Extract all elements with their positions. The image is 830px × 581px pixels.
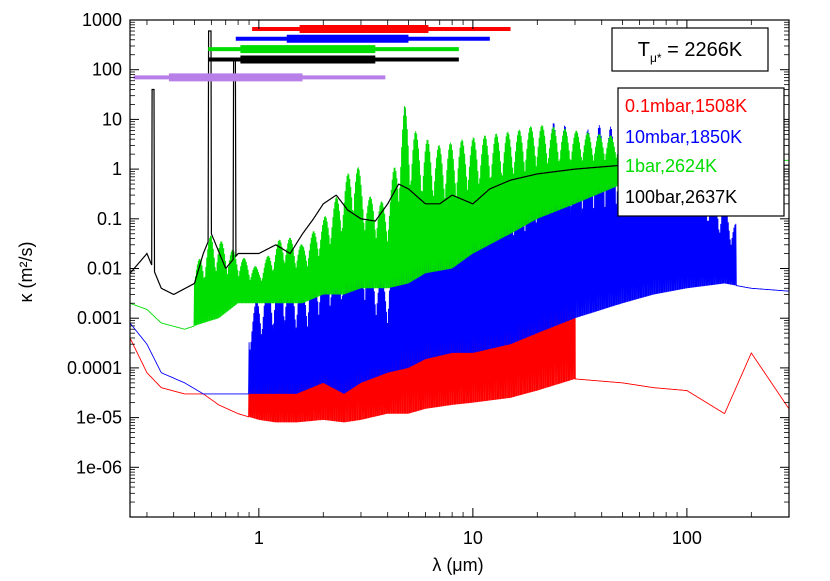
legend-entry-0: 0.1mbar,1508K (625, 96, 747, 116)
y-axis-label: κ (m²/s) (16, 242, 36, 303)
series-0 (130, 126, 789, 423)
y-tick-label-7: 0.0001 (67, 358, 122, 378)
wavelength-bars (133, 24, 511, 82)
y-tick-label-2: 10 (102, 109, 122, 129)
legend-entry-2: 1bar,2624K (625, 156, 717, 176)
legend-entry-3: 100bar,2637K (625, 187, 737, 207)
axes (129, 19, 790, 518)
annotation-suffix: = 2266K (662, 39, 743, 61)
x-tick-label-1: 10 (463, 528, 483, 548)
temperature-annotation-text: Tμ* = 2266K (638, 39, 743, 65)
x-tick-label-0: 1 (254, 528, 264, 548)
x-tick-label-2: 100 (672, 528, 702, 548)
y-tick-label-6: 0.001 (77, 308, 122, 328)
tick-labels: 1000 100 10 1 0.1 0.01 0.001 0.0001 1e-05 1e-06 1 1… (67, 10, 702, 548)
legend-box (617, 87, 785, 217)
y-tick-label-5: 0.01 (87, 259, 122, 279)
x-axis-label: λ (μm) (432, 555, 483, 575)
legend: 0.1mbar,1508K 10mbar,1850K 1bar,2624K 10… (617, 87, 785, 217)
annotation-prefix: T (638, 39, 650, 61)
temperature-annotation: Tμ* = 2266K (611, 27, 769, 72)
y-tick-label-0: 1000 (82, 10, 122, 30)
annotation-subscript: μ* (650, 51, 662, 65)
y-tick-label-3: 1 (112, 159, 122, 179)
y-tick-label-8: 1e-05 (76, 408, 122, 428)
temperature-annotation-box (611, 27, 769, 72)
y-tick-label-4: 0.1 (97, 209, 122, 229)
series-0-line (130, 126, 789, 423)
y-tick-label-1: 100 (92, 60, 122, 80)
legend-entry-1: 10mbar,1850K (625, 127, 742, 147)
y-tick-label-9: 1e-06 (76, 457, 122, 477)
